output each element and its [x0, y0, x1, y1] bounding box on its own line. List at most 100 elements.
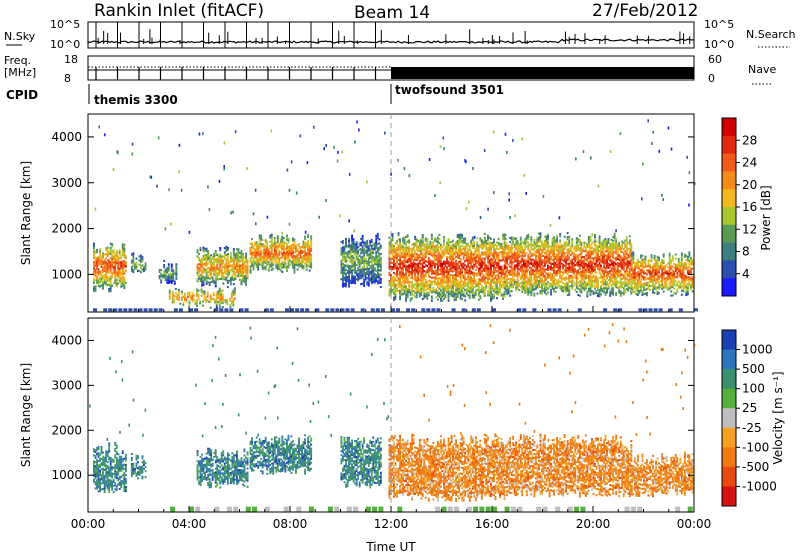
power-echo-cell — [220, 299, 223, 302]
power-echo-cell — [467, 248, 470, 251]
power-echo-cell — [345, 283, 347, 286]
power-echo-cell — [456, 295, 459, 298]
power-echo-cell — [123, 282, 126, 285]
power-echo-cell — [412, 246, 415, 249]
power-echo-cell — [121, 251, 124, 254]
power-echo-cell — [345, 264, 347, 267]
power-echo-cell — [412, 255, 415, 258]
power-echo-cell — [490, 283, 492, 286]
power-echo-cell — [530, 283, 533, 286]
power-echo-cell — [502, 256, 504, 259]
power-echo-cell — [121, 247, 124, 250]
power-echo-cell — [349, 271, 352, 274]
power-echo-cell — [530, 246, 533, 249]
power-echo-cell — [536, 245, 539, 248]
power-echo-cell — [545, 284, 548, 287]
power-echo-cell — [480, 284, 483, 287]
power-echo-cell — [233, 297, 236, 300]
power-echo-cell — [412, 290, 415, 293]
power-echo-cell — [516, 250, 519, 253]
power-echo-cell — [409, 293, 412, 296]
power-echo-cell — [455, 241, 457, 244]
power-echo-cell — [252, 253, 255, 256]
power-echo-cell — [509, 271, 512, 274]
power-echo-cell — [527, 268, 530, 271]
power-echo-cell — [307, 240, 310, 243]
power-echo-cell — [115, 280, 118, 283]
power-echo-cell — [417, 281, 420, 284]
power-echo-cell — [260, 249, 263, 252]
power-echo-cell — [99, 258, 101, 261]
power-echo-cell — [105, 271, 108, 274]
power-echo-cell — [403, 251, 406, 254]
power-echo-cell — [499, 278, 501, 281]
power-echo-cell — [263, 267, 266, 270]
power-echo-cell — [577, 269, 580, 272]
power-echo-cell — [443, 242, 445, 245]
power-echo-cell — [109, 277, 112, 280]
power-echo-cell — [304, 252, 306, 255]
power-echo-cell — [462, 293, 465, 296]
power-echo-cell — [562, 249, 565, 252]
power-echo-cell — [108, 279, 111, 282]
power-echo-cell — [229, 303, 232, 306]
power-echo-cell — [226, 246, 229, 249]
power-echo-cell — [115, 262, 118, 265]
power-echo-cell — [202, 279, 205, 282]
power-echo-cell — [214, 279, 217, 282]
power-echo-cell — [530, 269, 533, 272]
power-echo-cell — [455, 249, 457, 252]
power-echo-cell — [556, 239, 558, 242]
power-echo-cell — [580, 281, 583, 284]
power-echo-cell — [245, 252, 247, 255]
power-echo-cell — [536, 243, 539, 246]
power-echo-cell — [167, 275, 170, 278]
power-echo-cell — [480, 253, 483, 256]
power-echo-cell — [462, 274, 465, 277]
power-echo-cell — [565, 259, 568, 262]
power-echo-cell — [443, 289, 445, 292]
power-echo-cell — [295, 255, 297, 258]
power-echo-cell — [108, 283, 111, 286]
power-echo-cell — [408, 266, 411, 269]
power-echo-cell — [539, 240, 542, 243]
power-echo-cell — [196, 251, 199, 254]
power-echo-cell — [496, 264, 498, 267]
power-echo-cell — [480, 239, 483, 242]
power-echo-cell — [560, 246, 563, 249]
power-echo-cell — [483, 268, 486, 271]
power-echo-cell — [292, 239, 294, 242]
power-echo-cell — [94, 271, 97, 274]
power-echo-cell — [414, 271, 417, 274]
power-echo-cell — [352, 279, 355, 282]
power-echo-cell — [354, 263, 356, 266]
power-echo-cell — [553, 236, 555, 239]
power-echo-cell — [438, 250, 441, 253]
power-echo-cell — [205, 253, 208, 256]
power-echo-cell — [207, 275, 210, 278]
power-echo-cell — [282, 253, 285, 256]
power-echo-cell — [196, 302, 198, 305]
power-echo-cell — [547, 287, 549, 290]
power-echo-cell — [202, 300, 204, 303]
power-echo-cell — [437, 277, 439, 280]
power-echo-cell — [414, 256, 417, 259]
power-echo-cell — [447, 297, 450, 300]
power-echo-cell — [447, 250, 450, 253]
power-echo-cell — [491, 281, 494, 284]
power-echo-cell — [538, 259, 540, 262]
power-echo-cell — [394, 295, 397, 298]
power-echo-cell — [515, 241, 518, 244]
power-echo-cell — [530, 289, 533, 292]
power-echo-cell — [257, 264, 260, 267]
power-echo-cell — [93, 290, 95, 293]
power-echo-cell — [114, 273, 117, 276]
power-echo-cell — [584, 248, 587, 251]
power-echo-cell — [578, 294, 581, 297]
power-echo-cell — [586, 291, 589, 294]
power-echo-cell — [524, 254, 527, 257]
power-echo-cell — [364, 243, 367, 246]
power-echo-cell — [551, 252, 554, 255]
power-echo-cell — [424, 272, 427, 275]
power-echo-cell — [494, 281, 497, 284]
